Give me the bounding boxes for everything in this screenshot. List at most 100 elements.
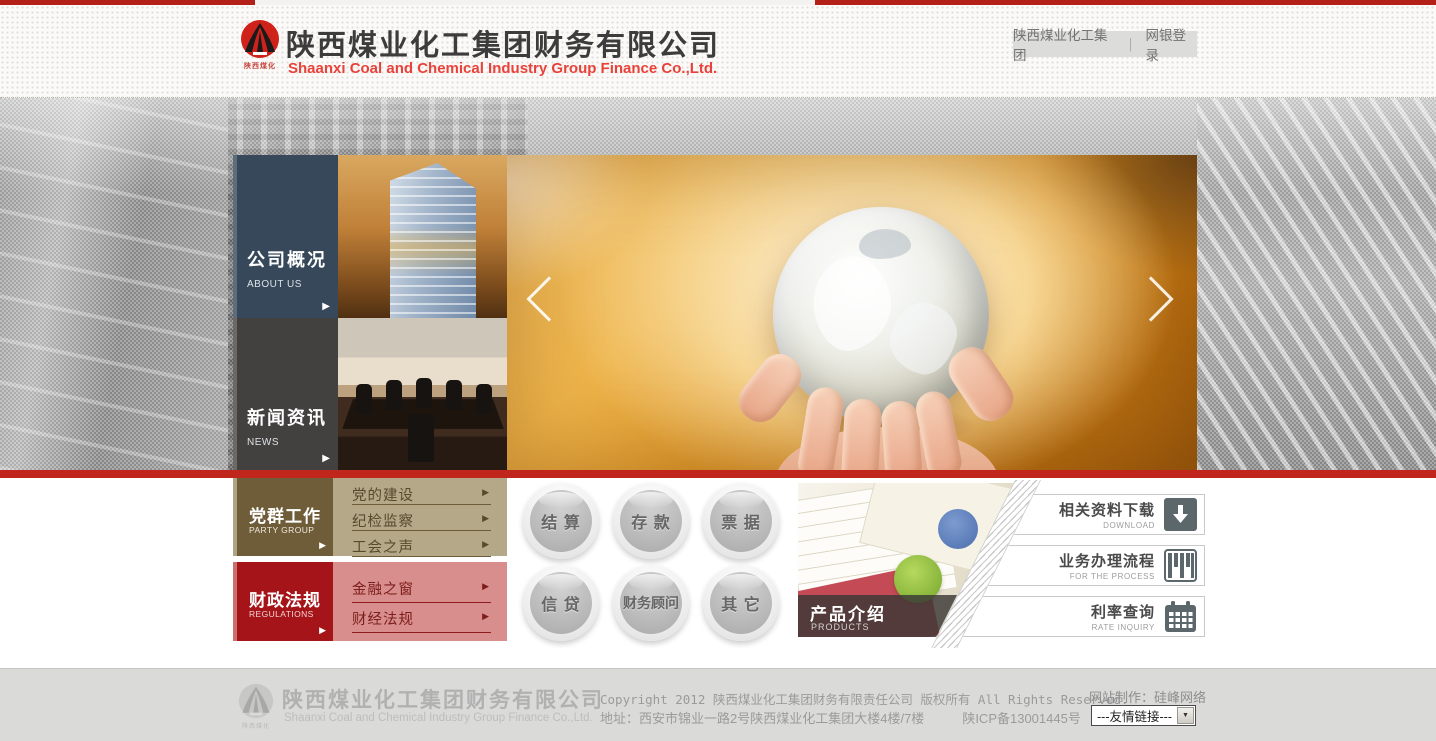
process-icon xyxy=(1164,549,1197,582)
quick-link-rate-inquiry[interactable]: 利率查询 RATE INQUIRY xyxy=(963,596,1205,637)
menu-item-finance-window[interactable]: 金融之窗 ▶ xyxy=(352,575,491,605)
arrow-right-icon: ▶ xyxy=(482,581,489,591)
service-button-settlement[interactable]: 结 算 xyxy=(523,483,599,559)
header: 陕西煤化 陕西煤业化工集团财务有限公司 Shaanxi Coal and Che… xyxy=(0,5,1436,98)
news-photo[interactable] xyxy=(338,318,507,470)
quick-link-download[interactable]: 相关资料下载 DOWNLOAD xyxy=(1014,494,1205,535)
menu-item-party-building[interactable]: 党的建设 ▶ xyxy=(352,481,491,507)
gloss xyxy=(719,574,763,590)
menu-item-label: 财经法规 xyxy=(352,612,414,628)
chair-graphic xyxy=(476,384,492,414)
gloss xyxy=(539,492,583,508)
menu-underline xyxy=(352,504,491,505)
party-accent-strip xyxy=(233,478,237,556)
footer: 陕西煤化 陕西煤业化工集团财务有限公司 Shaanxi Coal and Che… xyxy=(0,668,1436,741)
sidebar-item-news[interactable]: 新闻资讯 NEWS ▶ xyxy=(233,318,338,470)
quick-link-title: 业务办理流程 xyxy=(1058,553,1155,570)
red-divider-bar xyxy=(0,470,1436,478)
regulations-accent-strip xyxy=(233,562,237,641)
quick-link-subtitle: FOR THE PROCESS xyxy=(1069,572,1155,581)
company-name-en: Shaanxi Coal and Chemical Industry Group… xyxy=(288,60,718,77)
footer-address: 地址：西安市锦业一路2号陕西煤业化工集团大楼4楼/7楼 xyxy=(600,711,925,726)
menu-underline xyxy=(352,632,491,633)
footer-address-row: 地址：西安市锦业一路2号陕西煤业化工集团大楼4楼/7楼 陕ICP备1300144… xyxy=(600,708,1081,727)
ebank-login-link[interactable]: 网银登录 xyxy=(1145,28,1187,63)
sticker-graphic xyxy=(938,509,978,549)
menu-underline xyxy=(352,556,491,557)
globe-continent xyxy=(859,229,911,259)
quick-link-process[interactable]: 业务办理流程 FOR THE PROCESS xyxy=(988,545,1205,586)
gloss xyxy=(719,492,763,508)
menu-item-label: 党的建设 xyxy=(352,488,414,504)
footer-copyright: Copyright 2012 陕西煤业化工集团财务有限责任公司 版权所有 All… xyxy=(600,692,1129,707)
carousel-next-icon[interactable] xyxy=(1128,276,1174,322)
globe-continent xyxy=(803,248,901,358)
service-button-bills[interactable]: 票 据 xyxy=(703,483,779,559)
regulations-subtitle: REGULATIONS xyxy=(249,609,314,619)
arrow-right-icon: ▶ xyxy=(322,301,330,312)
service-button-other[interactable]: 其 它 xyxy=(703,565,779,641)
menu-item-label: 工会之声 xyxy=(352,540,414,556)
menu-underline xyxy=(352,602,491,603)
menu-item-finance-law[interactable]: 财经法规 ▶ xyxy=(352,605,491,635)
hero-banner: 公司概况 ABOUT US ▶ 新闻资讯 NEWS ▶ xyxy=(0,98,1436,470)
gloss xyxy=(539,574,583,590)
chair-graphic xyxy=(408,414,434,462)
regulations-title: 财政法规 xyxy=(249,591,321,610)
chair-graphic xyxy=(356,384,372,414)
about-subtitle: ABOUT US xyxy=(247,279,302,290)
party-submenu: 党的建设 ▶ 纪检监察 ▶ 工会之声 ▶ xyxy=(333,478,507,559)
menu-item-discipline[interactable]: 纪检监察 ▶ xyxy=(352,507,491,533)
footer-company-name-zh: 陕西煤业化工集团财务有限公司 xyxy=(282,689,604,712)
party-subtitle: PARTY GROUP xyxy=(249,525,315,535)
chevron-down-icon[interactable]: ▼ xyxy=(1177,707,1194,724)
tower-graphic xyxy=(390,163,476,318)
logo-caption: 陕西煤化 xyxy=(244,63,276,70)
gloss xyxy=(629,574,673,590)
footer-site-by: 网站制作：硅峰网络 xyxy=(1089,690,1207,705)
chair-graphic xyxy=(386,380,402,410)
top-accent-line xyxy=(0,0,1436,5)
friend-links-value: ---友情链接--- xyxy=(1097,710,1172,724)
quick-link-subtitle: DOWNLOAD xyxy=(1103,521,1155,530)
footer-company-name-en: Shaanxi Coal and Chemical Industry Group… xyxy=(284,712,593,724)
menu-item-label: 金融之窗 xyxy=(352,582,414,598)
service-button-deposit[interactable]: 存 款 xyxy=(613,483,689,559)
hand-finger xyxy=(840,398,883,470)
arrow-right-icon: ▶ xyxy=(322,453,330,464)
block-accent-strip xyxy=(233,318,237,470)
party-title: 党群工作 xyxy=(249,507,321,526)
carousel-prev-icon[interactable] xyxy=(526,276,572,322)
quick-link-title: 利率查询 xyxy=(1090,604,1155,621)
carousel-slide[interactable] xyxy=(507,155,1197,470)
footer-icp[interactable]: 陕ICP备13001445号 xyxy=(962,711,1081,726)
calendar-icon xyxy=(1165,601,1196,632)
menu-item-union-voice[interactable]: 工会之声 ▶ xyxy=(352,533,491,559)
quick-link-title: 相关资料下载 xyxy=(1058,502,1155,519)
regulations-submenu: 金融之窗 ▶ 财经法规 ▶ xyxy=(333,562,507,641)
service-button-advisory[interactable]: 财务顾问 xyxy=(613,565,689,641)
news-subtitle: NEWS xyxy=(247,437,279,448)
friend-links-select[interactable]: ---友情链接--- ▼ xyxy=(1091,705,1196,726)
header-top-links: 陕西煤业化工集团 ｜ 网银登录 xyxy=(1013,28,1197,63)
footer-logo-icon xyxy=(238,683,274,719)
service-button-credit[interactable]: 信 贷 xyxy=(523,565,599,641)
company-logo-icon xyxy=(241,20,279,58)
products-subtitle: PRODUCTS xyxy=(811,622,870,632)
sidebar-item-party[interactable]: 党群工作 PARTY GROUP ▶ xyxy=(237,478,333,556)
news-title: 新闻资讯 xyxy=(247,408,327,428)
arrow-right-icon: ▶ xyxy=(482,487,489,497)
group-site-link[interactable]: 陕西煤业化工集团 xyxy=(1013,28,1108,63)
menu-underline xyxy=(352,530,491,531)
about-photo[interactable] xyxy=(338,155,507,318)
arrow-right-icon: ▶ xyxy=(482,611,489,621)
sidebar-item-regulations[interactable]: 财政法规 REGULATIONS ▶ xyxy=(237,562,333,641)
products-title: 产品介绍 xyxy=(810,605,886,624)
sidebar-item-about[interactable]: 公司概况 ABOUT US ▶ xyxy=(233,155,338,318)
glass-globe-image xyxy=(773,207,989,423)
quick-link-subtitle: RATE INQUIRY xyxy=(1091,623,1155,632)
arrow-right-icon: ▶ xyxy=(482,539,489,549)
download-icon xyxy=(1164,498,1197,531)
products-banner[interactable]: 产品介绍 PRODUCTS xyxy=(798,595,957,637)
block-accent-strip xyxy=(233,155,237,318)
